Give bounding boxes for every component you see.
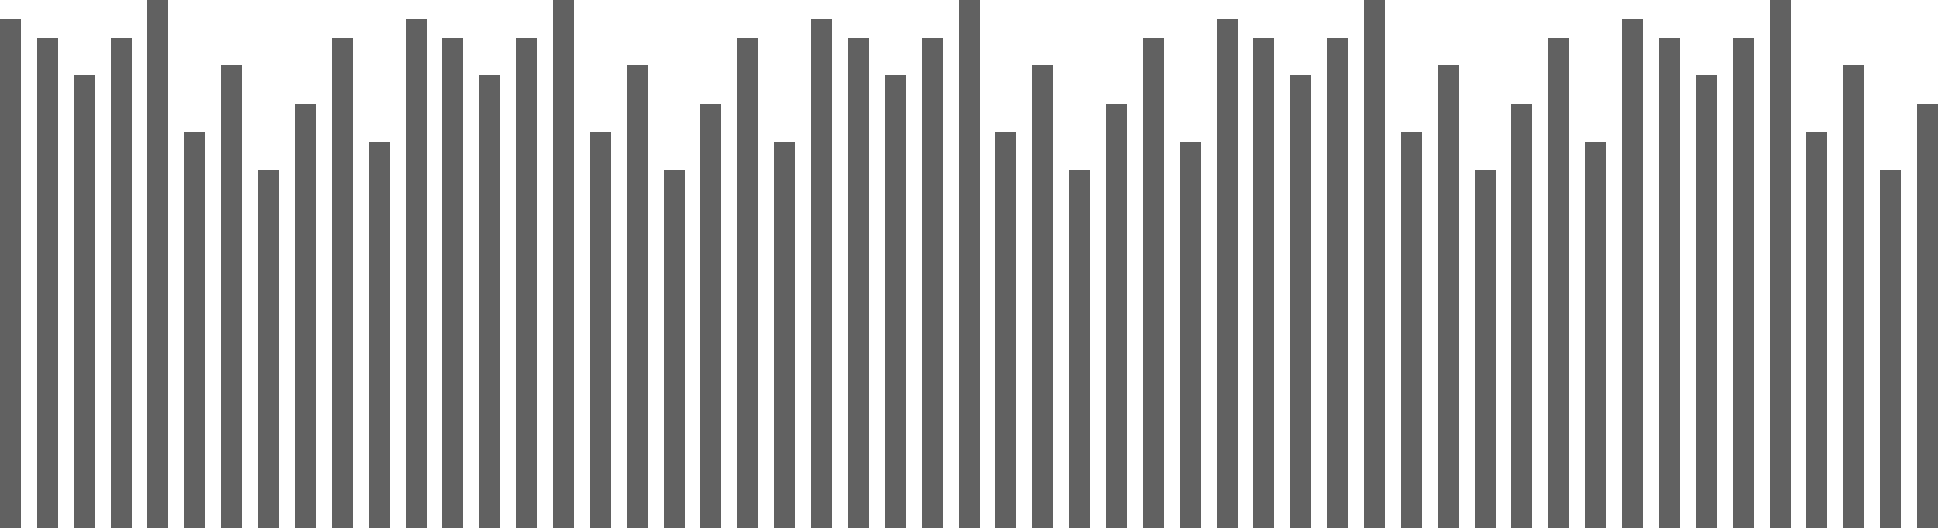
waveform-bar [0,19,21,528]
waveform-bar [1327,38,1348,528]
waveform-bar [74,75,95,528]
waveform-bar [332,38,353,528]
waveform-bar [258,170,279,528]
waveform-bar [1032,65,1053,528]
waveform-bar [1696,75,1717,528]
waveform-bar [1364,0,1385,528]
waveform-bar [885,75,906,528]
waveform-bar [1401,132,1422,528]
waveform-bar [1770,0,1791,528]
waveform-bar [1917,104,1938,528]
waveform-bar [1622,19,1643,528]
waveform-bar [811,19,832,528]
waveform-bar [1438,65,1459,528]
waveform-bar [1290,75,1311,528]
waveform-bar [1880,170,1901,528]
waveform-bar [406,19,427,528]
waveform-bar [1217,19,1238,528]
waveform-bar [1548,38,1569,528]
waveform-bar [922,38,943,528]
waveform-bar [442,38,463,528]
waveform-bar [1659,38,1680,528]
waveform-bar [516,38,537,528]
waveform-bar [848,38,869,528]
waveform-bar [553,0,574,528]
waveform-bar [664,170,685,528]
waveform-bar [479,75,500,528]
waveform-bar [1806,132,1827,528]
waveform-bar [184,132,205,528]
waveform-bar [111,38,132,528]
waveform-bar [1585,142,1606,528]
waveform-bar [1733,38,1754,528]
waveform-bar [1475,170,1496,528]
waveform-bar [1180,142,1201,528]
waveform-bar [700,104,721,528]
waveform-bar [590,132,611,528]
waveform-bar [1511,104,1532,528]
waveform-bar [369,142,390,528]
waveform-bar [627,65,648,528]
waveform-bar [1253,38,1274,528]
waveform-bar [221,65,242,528]
waveform-bar [1069,170,1090,528]
waveform-bar [1106,104,1127,528]
waveform-bar [295,104,316,528]
waveform-bar [995,132,1016,528]
waveform-bar [959,0,980,528]
waveform-bar [1843,65,1864,528]
waveform-bar [37,38,58,528]
waveform-bar [737,38,758,528]
waveform-bar [1143,38,1164,528]
waveform-bar [774,142,795,528]
waveform-bar [147,0,168,528]
